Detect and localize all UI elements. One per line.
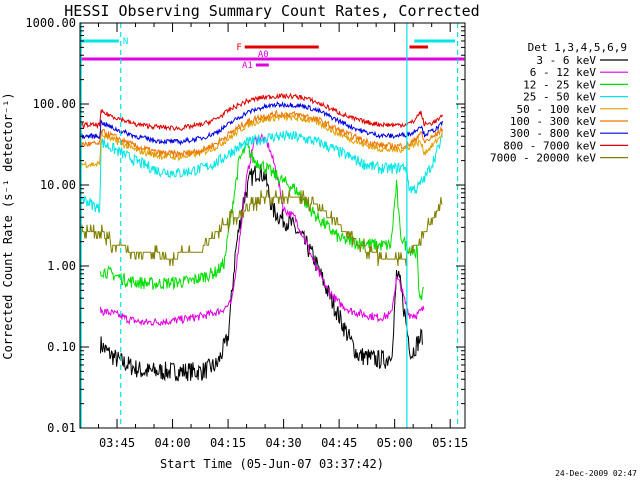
- x-tick-label: 04:30: [266, 436, 302, 450]
- x-tick-label: 05:00: [377, 436, 413, 450]
- plot-frame: [79, 22, 466, 429]
- series-line: [80, 110, 443, 158]
- legend-label: 50 - 100 keV: [517, 103, 597, 116]
- x-tick-label: 04:15: [210, 436, 246, 450]
- flag-label: A0: [258, 50, 269, 60]
- legend-label: 25 - 50 keV: [523, 91, 596, 104]
- flag-label: A1: [242, 61, 253, 71]
- x-tick-label: 03:45: [99, 436, 135, 450]
- series-line: [99, 133, 425, 327]
- legend-header: Det 1,3,4,5,6,9: [528, 41, 627, 54]
- chart-title: HESSI Observing Summary Count Rates, Cor…: [64, 2, 479, 20]
- series-line: [80, 129, 443, 213]
- series-line: [80, 189, 443, 267]
- y-axis-title: Corrected Count Rate (s⁻¹ detector⁻¹): [1, 92, 15, 359]
- series-line: [99, 141, 424, 301]
- legend-label: 3 - 6 keV: [536, 54, 596, 67]
- legend-label: 100 - 300 keV: [510, 115, 596, 128]
- y-tick-label: 0.01: [47, 421, 76, 435]
- legend-label: 800 - 7000 keV: [503, 139, 596, 152]
- x-tick-label: 05:15: [432, 436, 468, 450]
- legend-label: 12 - 25 keV: [523, 78, 596, 91]
- y-axis: 1000.00 100.00 10.00 1.00 0.10 0.01: [25, 16, 465, 435]
- x-tick-label: 04:45: [321, 436, 357, 450]
- series-lines: [80, 92, 443, 382]
- y-tick-label: 10.00: [40, 178, 76, 192]
- y-tick-label: 1.00: [47, 259, 76, 273]
- x-axis-title: Start Time (05-Jun-07 03:37:42): [160, 457, 384, 471]
- y-tick-label: 1000.00: [25, 16, 76, 30]
- instrument-vertical-lines: [80, 23, 459, 428]
- flag-bars: N F A0 A1: [80, 37, 465, 71]
- legend-label: 300 - 800 keV: [510, 127, 596, 140]
- y-tick-label: 100.00: [33, 97, 76, 111]
- flag-label: N: [123, 37, 128, 47]
- series-line: [80, 101, 443, 146]
- x-axis: 03:45 04:00 04:15 04:30 04:45 05:00 05:15: [98, 23, 468, 450]
- legend-label: 6 - 12 keV: [530, 66, 597, 79]
- generation-date: 24-Dec-2009 02:47: [555, 469, 637, 478]
- x-tick-label: 04:00: [154, 436, 190, 450]
- flag-label: F: [236, 43, 241, 53]
- legend-label: 7000 - 20000 keV: [490, 152, 596, 165]
- series-line: [99, 164, 423, 382]
- series-line: [80, 92, 443, 132]
- y-tick-label: 0.10: [47, 340, 76, 354]
